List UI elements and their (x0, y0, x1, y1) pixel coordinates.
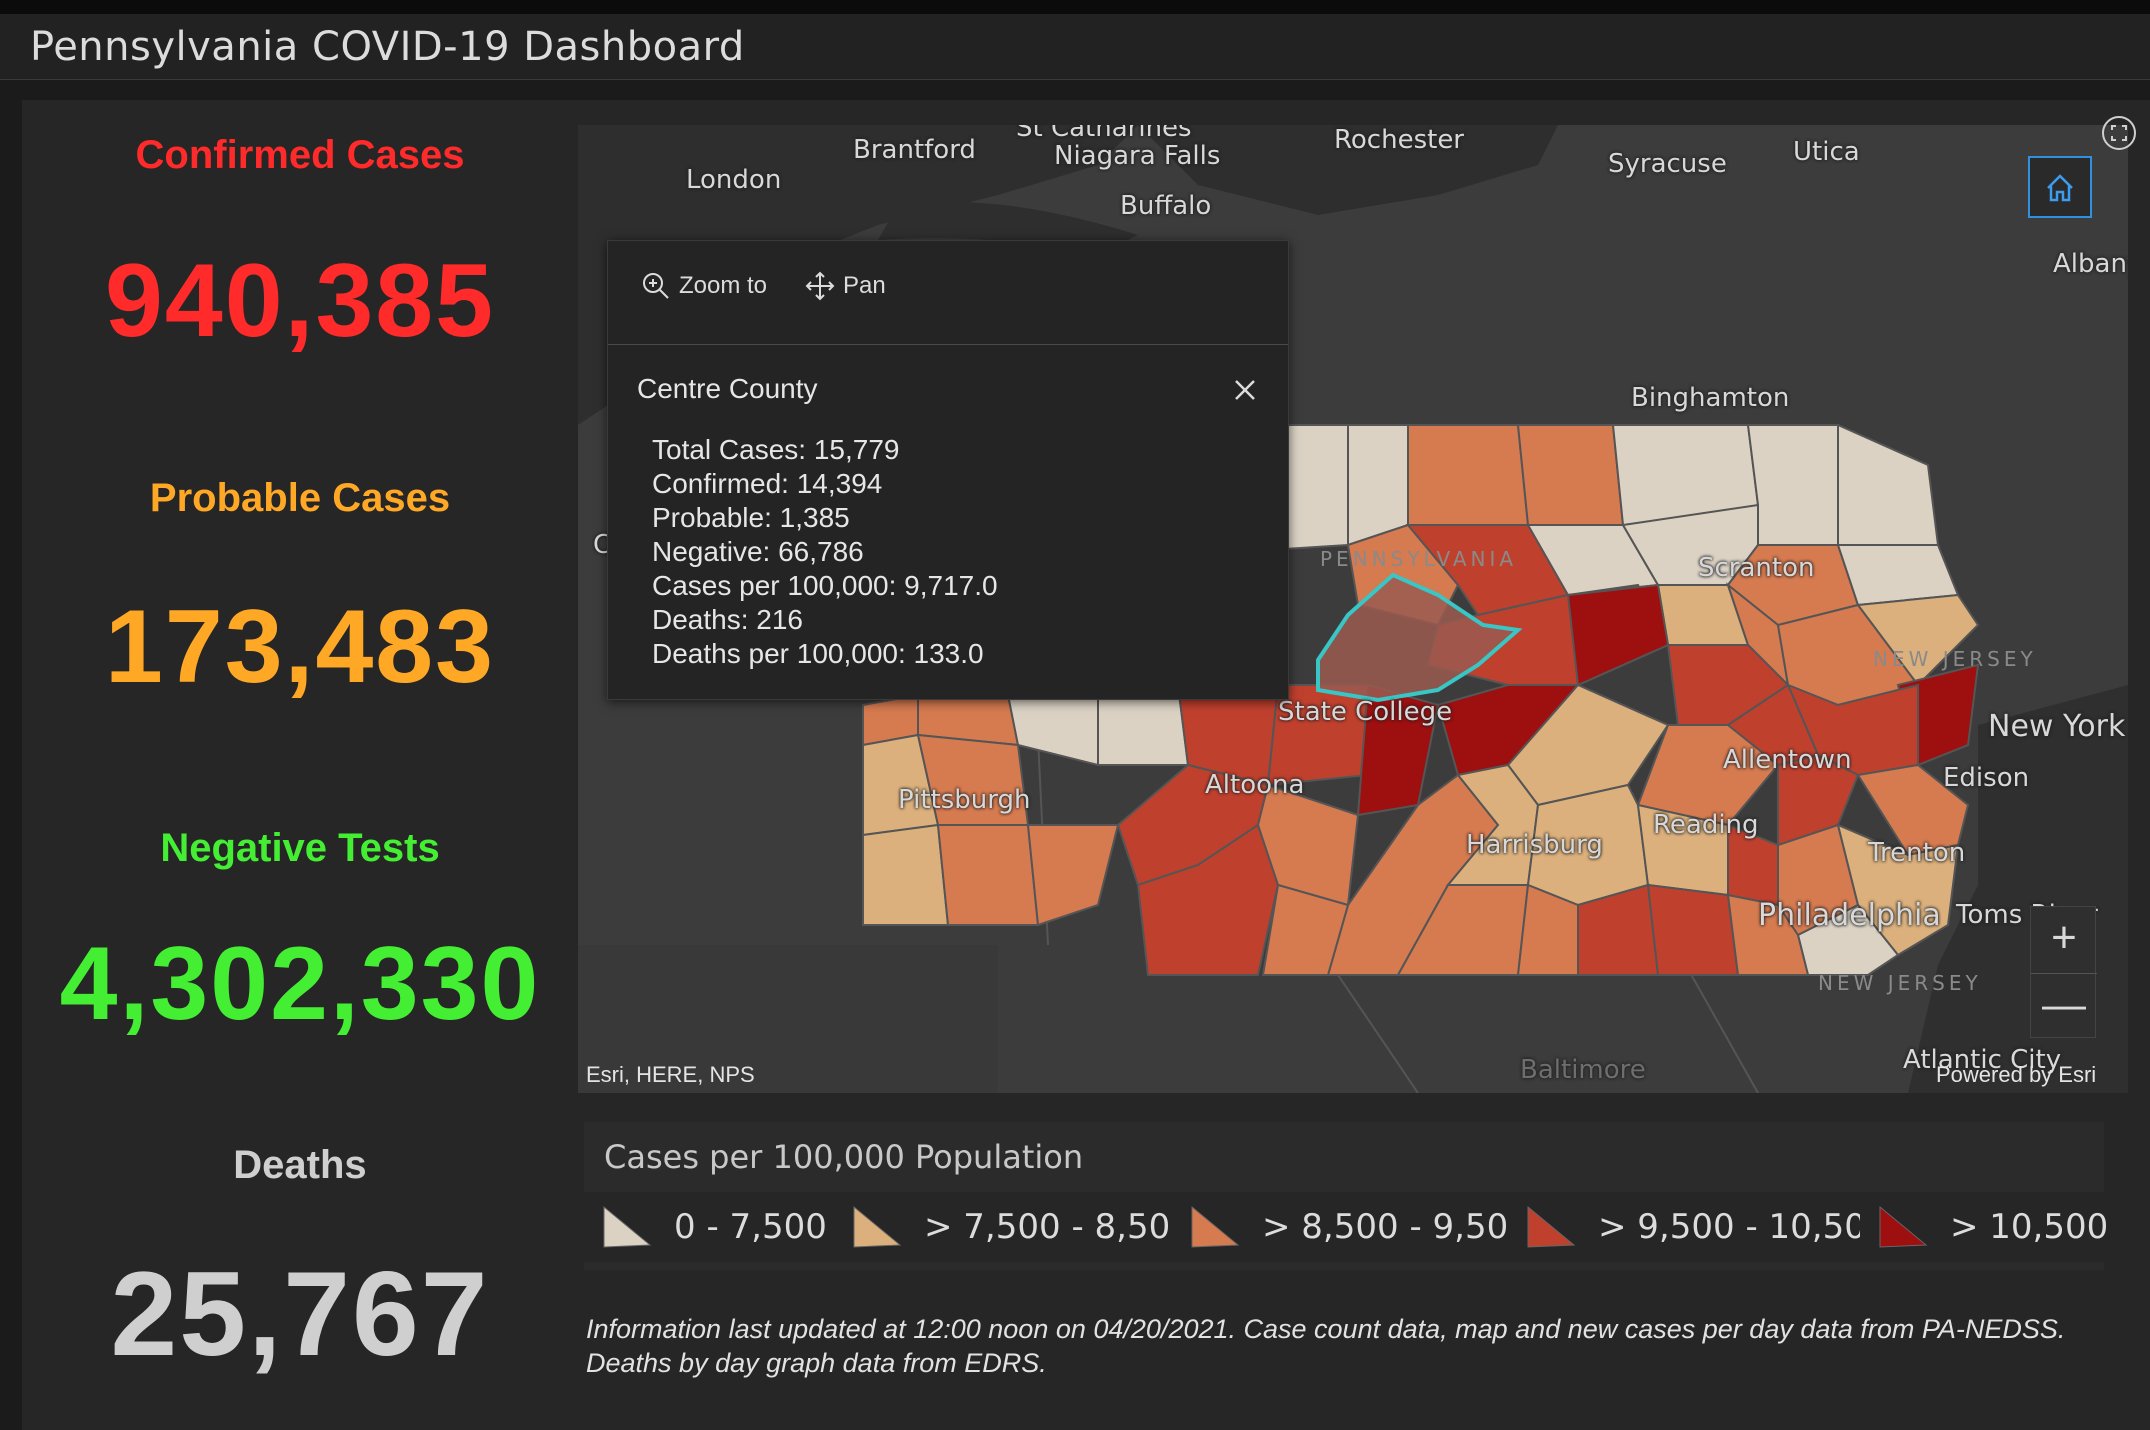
place-label-philadelphia: Philadelphia (1758, 898, 1941, 933)
place-label-state-college: State College (1278, 697, 1453, 727)
popup-details: Total Cases: 15,779 Confirmed: 14,394 Pr… (652, 433, 998, 671)
home-button[interactable] (2028, 156, 2092, 218)
place-label-allentown: Allentown (1723, 745, 1852, 775)
popup-cases-per-100k: Cases per 100,000: 9,717.0 (652, 570, 998, 601)
place-label-baltimore: Baltimore (1520, 1055, 1646, 1085)
confirmed-cases-value: 940,385 (105, 243, 495, 359)
legend-swatch-1 (853, 1205, 902, 1248)
place-label-new-york: New York (1988, 709, 2126, 744)
place-label-harrisburg: Harrisburg (1466, 830, 1603, 860)
probable-cases-label: Probable Cases (149, 476, 451, 520)
legend-swatch-0 (603, 1205, 652, 1248)
map-attribution[interactable]: Esri, HERE, NPS (586, 1062, 755, 1087)
expand-icon[interactable] (2102, 116, 2136, 150)
dashboard-title: Pennsylvania COVID-19 Dashboard (30, 24, 745, 70)
zoom-to-button[interactable]: Zoom to (641, 271, 767, 301)
place-label-rochester: Rochester (1334, 125, 1464, 155)
zoom-in-button[interactable]: + (2051, 913, 2077, 962)
deaths-value: 25,767 (110, 1247, 490, 1381)
top-strip (0, 0, 2150, 14)
place-label-altoona: Altoona (1205, 770, 1305, 800)
county-popup: Zoom to Pan Centre County Total Cases: 1… (607, 240, 1289, 700)
place-label-albany: Albany (2053, 249, 2128, 279)
powered-by-esri[interactable]: Powered by Esri (1936, 1062, 2097, 1087)
place-label-edison: Edison (1943, 763, 2030, 793)
pan-arrows-icon (805, 271, 835, 301)
dashboard-header: Pennsylvania COVID-19 Dashboard (0, 14, 2150, 80)
legend-label-0: 0 - 7,500 (674, 1207, 827, 1247)
probable-cases-value: 173,483 (105, 589, 495, 705)
place-label-pittsburgh: Pittsburgh (898, 785, 1031, 815)
place-label-scranton: Scranton (1698, 553, 1815, 583)
pan-button[interactable]: Pan (805, 271, 886, 301)
popup-confirmed: Confirmed: 14,394 (652, 468, 883, 499)
popup-deaths: Deaths: 216 (652, 604, 803, 635)
close-icon[interactable] (1228, 373, 1262, 407)
place-label-binghamton: Binghamton (1631, 383, 1790, 413)
place-label-st-catharines: St Catharines (1016, 125, 1192, 143)
map-canvas[interactable] (578, 125, 2128, 1093)
popup-negative: Negative: 66,786 (652, 536, 864, 567)
legend-item-1: > 7,500 - 8,500 (834, 1192, 1206, 1262)
zoom-out-button[interactable]: — (2031, 973, 2097, 1039)
zoom-in-magnifier-icon (643, 273, 669, 299)
place-label-new-jersey-north: NEW JERSEY (1873, 647, 2037, 671)
centre-county-selection (1316, 572, 1523, 703)
place-label-utica: Utica (1793, 137, 1860, 167)
deaths-label: Deaths (233, 1143, 367, 1187)
negative-tests-label: Negative Tests (160, 826, 440, 870)
legend-swatch-3 (1527, 1205, 1576, 1248)
legend-item-2: > 8,500 - 9,500 (1172, 1192, 1544, 1262)
place-label-london: London (686, 165, 782, 195)
zoom-control: + — (2030, 906, 2097, 1039)
place-label-reading: Reading (1653, 810, 1759, 840)
legend-item-4: > 10,500 (1860, 1192, 2123, 1262)
zoom-to-label: Zoom to (679, 272, 768, 299)
legend-label-4: > 10,500 (1950, 1207, 2109, 1247)
place-label-cleveland-partial: C (593, 530, 612, 560)
place-label-pennsylvania: PENNSYLVANIA (1320, 547, 1518, 571)
place-label-niagara-falls: Niagara Falls (1054, 141, 1221, 171)
legend-title: Cases per 100,000 Population (604, 1138, 1084, 1176)
home-icon (2047, 174, 2073, 202)
legend-item-3: > 9,500 - 10,500 (1508, 1192, 1902, 1262)
place-label-syracuse: Syracuse (1608, 149, 1727, 179)
legend-swatch-4 (1879, 1205, 1928, 1248)
map-legend: Cases per 100,000 Population 0 - 7,500 >… (584, 1122, 2123, 1270)
place-label-brantford: Brantford (853, 135, 976, 165)
confirmed-cases-label: Confirmed Cases (135, 133, 465, 177)
update-footnote: Information last updated at 12:00 noon o… (586, 1314, 2066, 1378)
legend-item-0: 0 - 7,500 (584, 1192, 841, 1262)
pan-label: Pan (843, 272, 886, 299)
popup-total-cases: Total Cases: 15,779 (652, 434, 900, 465)
legend-label-2: > 8,500 - 9,500 (1262, 1207, 1530, 1247)
popup-title: Centre County (637, 373, 818, 404)
popup-deaths-per-100k: Deaths per 100,000: 133.0 (652, 638, 984, 669)
place-label-atlantic-city: Atlantic City (1903, 1045, 2062, 1075)
popup-probable: Probable: 1,385 (652, 502, 850, 533)
place-label-trenton: Trenton (1868, 838, 1966, 868)
negative-tests-value: 4,302,330 (59, 926, 541, 1042)
legend-label-3: > 9,500 - 10,500 (1598, 1207, 1888, 1247)
place-label-new-jersey-south: NEW JERSEY (1818, 971, 1982, 995)
popup-actions: Zoom to Pan (608, 241, 1288, 345)
place-label-buffalo: Buffalo (1120, 191, 1212, 221)
legend-label-1: > 7,500 - 8,500 (924, 1207, 1192, 1247)
legend-swatch-2 (1191, 1205, 1240, 1248)
